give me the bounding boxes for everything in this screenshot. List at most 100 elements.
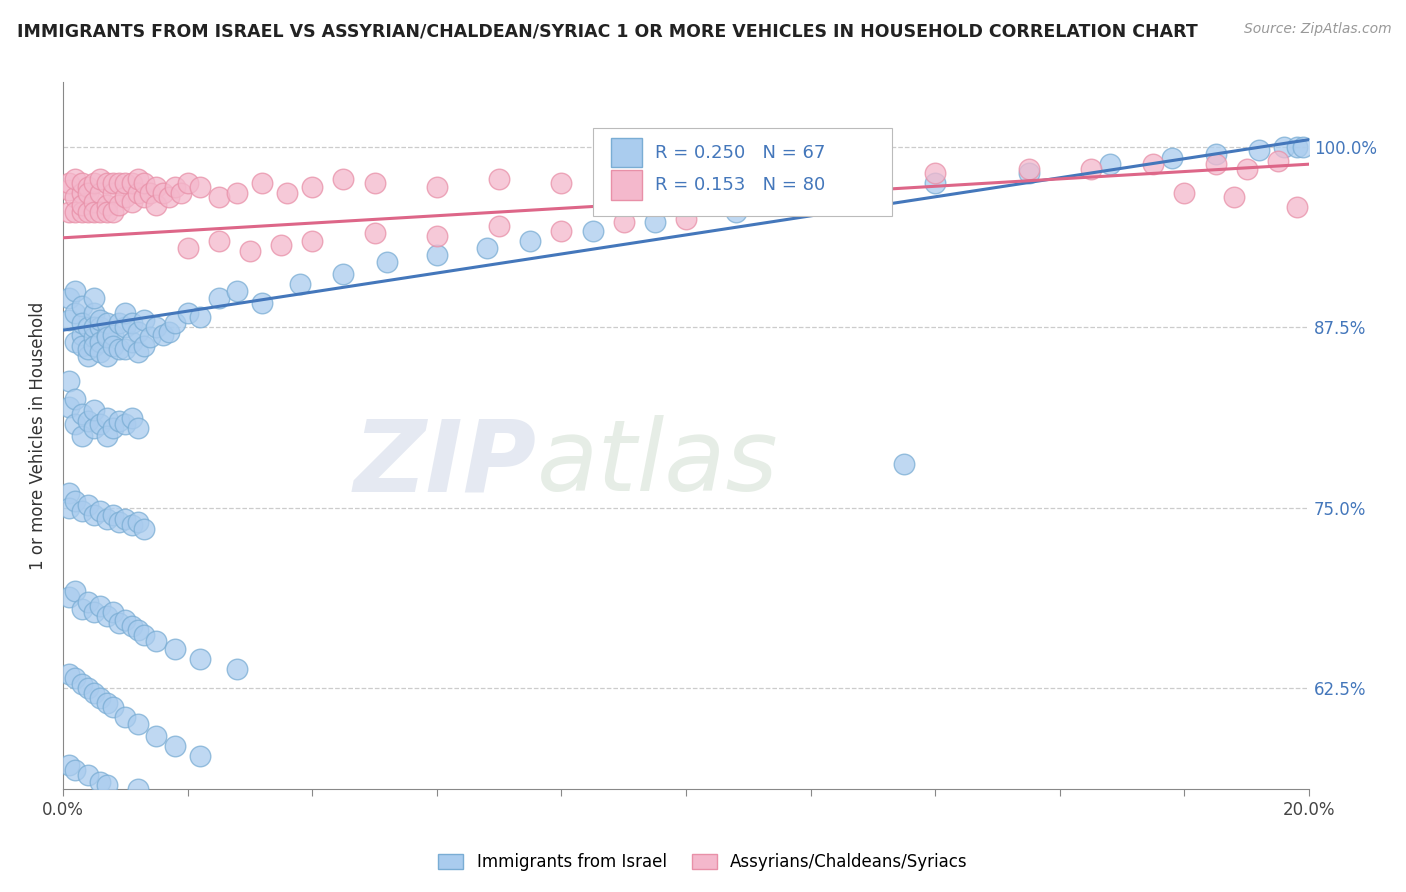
Point (70, 204, 93, 219)
Point (132, 313, 155, 327)
Point (301, 180, 323, 194)
Point (127, 515, 149, 529)
Point (65, 306, 87, 320)
Point (121, 316, 143, 330)
Point (114, 710, 136, 724)
Point (1161, 152, 1184, 166)
Point (101, 421, 124, 435)
Point (1018, 161, 1040, 176)
Point (96, 349, 118, 363)
Point (89, 204, 111, 219)
Point (288, 277, 311, 291)
Point (58, 176, 80, 190)
Point (1173, 186, 1195, 200)
Point (613, 215, 636, 229)
Point (58, 183, 80, 197)
Point (101, 204, 124, 219)
Point (101, 508, 124, 522)
Point (101, 327, 124, 342)
Point (101, 605, 124, 619)
Point (139, 330, 162, 344)
Point (70, 186, 93, 200)
Point (252, 295, 274, 310)
Point (70, 197, 93, 211)
Point (89, 775, 111, 789)
Point (83, 508, 105, 522)
Point (83, 320, 105, 334)
Point (1223, 190, 1246, 204)
FancyBboxPatch shape (612, 170, 643, 200)
Point (132, 190, 155, 204)
Point (132, 628, 155, 642)
Point (170, 186, 193, 200)
Point (83, 402, 105, 417)
Point (108, 616, 131, 631)
Point (77, 342, 100, 356)
Point (488, 219, 510, 234)
Point (121, 334, 143, 349)
Point (101, 700, 124, 714)
Point (83, 306, 105, 320)
Point (70, 503, 93, 517)
Point (89, 313, 111, 327)
Point (332, 171, 354, 186)
Point (488, 171, 510, 186)
Point (77, 320, 100, 334)
Text: R = 0.250   N = 67: R = 0.250 N = 67 (655, 144, 825, 161)
Point (1285, 201, 1308, 215)
Point (924, 166, 946, 180)
Point (58, 757, 80, 772)
Point (270, 238, 292, 252)
Point (96, 176, 118, 190)
Point (332, 267, 354, 281)
FancyBboxPatch shape (612, 137, 643, 168)
Point (675, 171, 697, 186)
Point (1142, 157, 1164, 171)
Point (226, 284, 249, 298)
Text: atlas: atlas (537, 416, 778, 512)
Point (83, 685, 105, 699)
Point (145, 197, 167, 211)
Y-axis label: 1 or more Vehicles in Household: 1 or more Vehicles in Household (30, 301, 46, 570)
Point (65, 284, 87, 298)
Point (208, 234, 231, 248)
Text: ZIP: ZIP (353, 416, 537, 512)
Point (108, 176, 131, 190)
Point (96, 778, 118, 792)
Point (127, 186, 149, 200)
Point (1205, 157, 1227, 171)
Point (724, 204, 747, 219)
Point (83, 194, 105, 209)
Point (96, 696, 118, 710)
Point (127, 325, 149, 339)
Point (58, 374, 80, 388)
Point (70, 677, 93, 691)
Point (70, 407, 93, 421)
Point (114, 320, 136, 334)
Point (800, 194, 823, 209)
Point (145, 729, 167, 743)
Point (363, 176, 385, 190)
Point (114, 342, 136, 356)
Point (127, 421, 149, 435)
Point (121, 176, 143, 190)
Point (127, 171, 149, 186)
Point (96, 204, 118, 219)
Point (58, 666, 80, 681)
Point (101, 339, 124, 353)
Point (1267, 154, 1289, 169)
Text: IMMIGRANTS FROM ISRAEL VS ASSYRIAN/CHALDEAN/SYRIAC 1 OR MORE VEHICLES IN HOUSEHO: IMMIGRANTS FROM ISRAEL VS ASSYRIAN/CHALD… (17, 22, 1198, 40)
Point (208, 190, 231, 204)
Point (132, 176, 155, 190)
Point (83, 605, 105, 619)
Point (226, 186, 249, 200)
Point (152, 186, 174, 200)
Point (77, 498, 100, 512)
Point (176, 176, 198, 190)
Point (77, 204, 100, 219)
Point (862, 161, 884, 176)
Point (121, 518, 143, 533)
Point (65, 671, 87, 685)
Point (426, 180, 449, 194)
Point (70, 316, 93, 330)
